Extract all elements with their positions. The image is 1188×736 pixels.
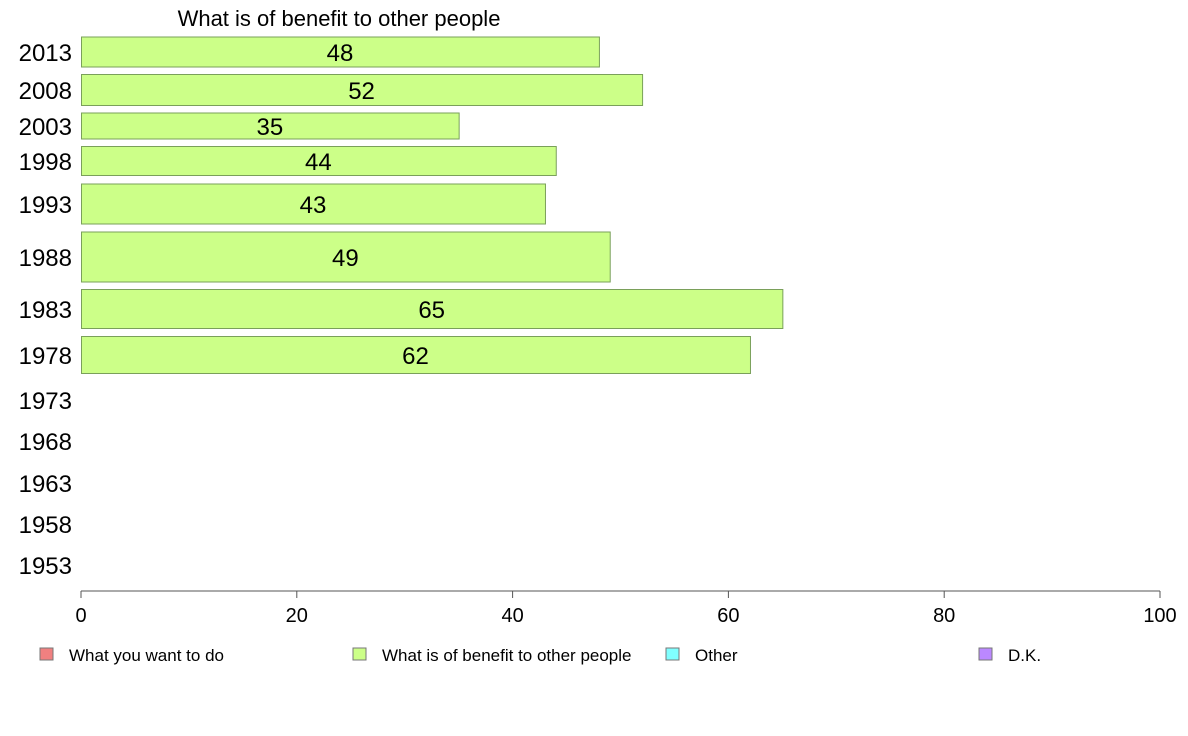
x-tick-label: 40 (501, 605, 523, 627)
bar (81, 112, 460, 140)
bar-value-label: 43 (300, 192, 327, 219)
year-label: 2003 (19, 114, 72, 141)
legend-label: D.K. (1008, 646, 1041, 665)
bar (81, 231, 611, 283)
year-label: 1983 (19, 297, 72, 324)
bar (81, 36, 600, 68)
legend-swatch (352, 647, 367, 661)
bar-value-label: 48 (327, 40, 354, 67)
year-label: 1963 (19, 471, 72, 498)
bar (81, 336, 751, 374)
legend-label: What is of benefit to other people (382, 646, 632, 665)
bar (81, 74, 644, 106)
bar (81, 183, 546, 225)
x-tick-label: 20 (286, 605, 308, 627)
bar-value-label: 62 (402, 343, 429, 370)
legend-label: Other (695, 646, 738, 665)
bar-value-label: 52 (348, 78, 375, 105)
year-label: 1998 (19, 149, 72, 176)
bar-value-label: 49 (332, 245, 359, 272)
legend-swatch (39, 647, 54, 661)
year-label: 1973 (19, 388, 72, 415)
legend: What you want to do What is of benefit to… (39, 646, 1041, 665)
year-label: 2008 (19, 78, 72, 105)
year-label: 1988 (19, 245, 72, 272)
year-label: 1953 (19, 553, 72, 580)
year-label: 2013 (19, 40, 72, 67)
x-axis: 0 20 40 60 80 100 (75, 590, 1177, 627)
bar-value-label: 35 (256, 114, 283, 141)
x-tick-label: 80 (933, 605, 955, 627)
x-tick-label: 100 (1143, 605, 1176, 627)
legend-swatch (978, 647, 993, 661)
year-labels: 2013 2008 2003 1998 1993 1988 1983 1978 1973 1968… (19, 40, 72, 580)
bar-value-label: 44 (305, 149, 332, 176)
year-label: 1993 (19, 192, 72, 219)
legend-label: What you want to do (69, 646, 224, 665)
legend-swatch (665, 647, 680, 661)
x-tick-label: 60 (717, 605, 739, 627)
year-label: 1978 (19, 343, 72, 370)
year-label: 1958 (19, 512, 72, 539)
chart-title: What is of benefit to other people (178, 6, 501, 31)
x-tick-label: 0 (75, 605, 86, 627)
year-label: 1968 (19, 429, 72, 456)
bar-value-label: 65 (418, 297, 445, 324)
bar (81, 289, 784, 329)
bar (81, 146, 557, 176)
